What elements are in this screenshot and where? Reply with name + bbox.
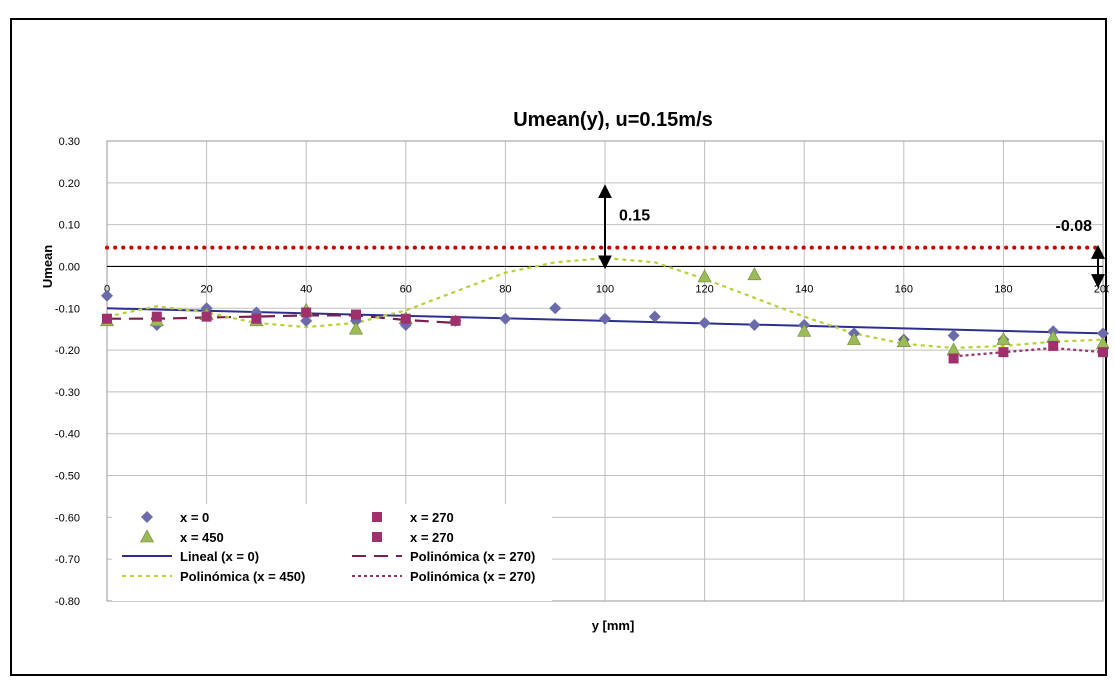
chart-svg: 0.30 0.20 0.10 0.00 -0.10 -0.20 -0.30 -0.40 -0.5… [40, 109, 1109, 633]
data-point [1097, 327, 1109, 340]
x-tick-label: 60 [400, 283, 412, 295]
data-point [896, 334, 911, 348]
data-point [599, 312, 611, 325]
data-point [251, 313, 262, 324]
data-point [351, 309, 361, 320]
y-tick-label: -0.70 [55, 554, 80, 566]
y-tick-label: 0.00 [59, 261, 80, 273]
legend-swatch [139, 529, 155, 543]
data-point [348, 321, 364, 335]
data-point [300, 314, 313, 327]
data-point [1048, 340, 1059, 351]
x-tick-label: 100 [596, 283, 614, 295]
data-point [499, 312, 512, 325]
x-tick-label: 120 [695, 283, 713, 295]
data-point [747, 267, 762, 281]
data-point [946, 342, 961, 356]
data-point [1098, 347, 1108, 358]
data-point [998, 347, 1009, 358]
x-tick-label: 0 [104, 283, 110, 295]
x-tick-label: 160 [895, 283, 913, 295]
legend-label: x = 0 [180, 510, 209, 525]
y-tick-label: 0.10 [59, 220, 80, 232]
legend-label: Polinómica (x = 270) [410, 549, 535, 564]
y-tick-label: -0.80 [55, 596, 80, 608]
data-point [947, 329, 960, 342]
y-tick-label: -0.30 [55, 387, 80, 399]
legend-label: Lineal (x = 0) [180, 549, 259, 564]
y-axis-title: Umean [40, 245, 55, 288]
x-tick-label: 80 [499, 283, 511, 295]
plot-area-border [106, 140, 1104, 602]
data-point [102, 313, 112, 324]
y-tick-label: -0.10 [55, 303, 80, 315]
data-point [301, 307, 312, 318]
y-tick-label: -0.50 [55, 471, 80, 483]
y-tick-label: -0.60 [55, 512, 80, 524]
x-tick-label: 20 [200, 283, 212, 295]
data-point [797, 323, 812, 337]
legend-label: Polinómica (x = 450) [180, 569, 305, 584]
y-tick-label: 0.20 [59, 178, 80, 190]
trendline [106, 256, 1104, 350]
annotation-label: -0.08 [1056, 218, 1093, 235]
legend-box [112, 504, 552, 601]
data-point [697, 269, 712, 283]
data-point [648, 310, 661, 323]
data-point [1095, 336, 1109, 350]
legend-label: Polinómica (x = 270) [410, 569, 535, 584]
legend: x = 0 x = 270 x = 450 x = 270 Lineal (x = 0)… [112, 504, 552, 601]
data-point [948, 353, 959, 364]
data-point [151, 311, 162, 322]
data-point [400, 313, 411, 324]
data-point [698, 316, 711, 329]
x-tick-label: 200 [1094, 283, 1109, 295]
trendline [107, 314, 456, 324]
data-point [846, 332, 862, 345]
legend-label: x = 270 [410, 510, 454, 525]
chart-frame: 0.30 0.20 0.10 0.00 -0.10 -0.20 -0.30 -0.40 -0.5… [10, 18, 1109, 676]
y-tick-label: -0.40 [55, 429, 80, 441]
y-tick-label: 0.30 [59, 136, 80, 148]
x-tick-label: 40 [300, 283, 312, 295]
data-point [748, 319, 761, 331]
x-axis-title: y [mm] [592, 618, 635, 633]
chart-title: Umean(y), u=0.15m/s [513, 109, 713, 131]
y-tick-label: -0.20 [55, 345, 80, 357]
x-tick-label: 180 [994, 283, 1012, 295]
annotation-label: 0.15 [619, 207, 650, 224]
data-point [201, 311, 212, 322]
legend-label: x = 450 [180, 530, 224, 545]
trendline [953, 346, 1104, 358]
data-point [996, 332, 1011, 345]
data-point [450, 315, 461, 326]
legend-label: x = 270 [410, 530, 454, 545]
x-tick-label: 140 [795, 283, 813, 295]
legend-swatch [372, 532, 382, 542]
legend-swatch [372, 512, 382, 522]
legend-swatch [141, 511, 153, 523]
data-point [101, 289, 113, 302]
data-point [549, 302, 562, 315]
